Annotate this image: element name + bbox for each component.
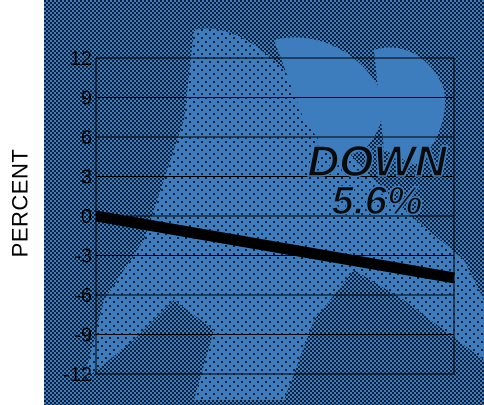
y-tick-label-1: 9	[81, 88, 92, 110]
y-axis-label-wrap: PERCENT	[2, 0, 38, 405]
background-figure	[84, 28, 484, 400]
series	[95, 210, 455, 284]
y-tick-label-4: 0	[81, 206, 92, 228]
y-tick-label-0: 12	[70, 48, 92, 70]
y-axis-label: PERCENT	[7, 148, 32, 257]
y-tick-label-5: -3	[74, 246, 92, 268]
y-tick-label-3: 3	[81, 167, 92, 189]
y-tick-label-7: -9	[74, 325, 92, 347]
line-chart: 12 9 6 3 0 -3 -6 -9 -12 DOWN 5.6%	[44, 0, 484, 405]
plot-frame	[95, 57, 455, 375]
series-line-0	[95, 210, 455, 284]
y-tick-label-2: 6	[81, 127, 92, 149]
y-tick-label-6: -6	[74, 285, 92, 307]
annotation-line-2: 5.6%	[331, 179, 422, 223]
y-tick-label-8: -12	[63, 364, 92, 386]
y-tick-labels: 12 9 6 3 0 -3 -6 -9 -12	[63, 48, 92, 386]
annotation: DOWN 5.6%	[307, 136, 449, 224]
annotation-line-1: DOWN	[307, 137, 448, 186]
